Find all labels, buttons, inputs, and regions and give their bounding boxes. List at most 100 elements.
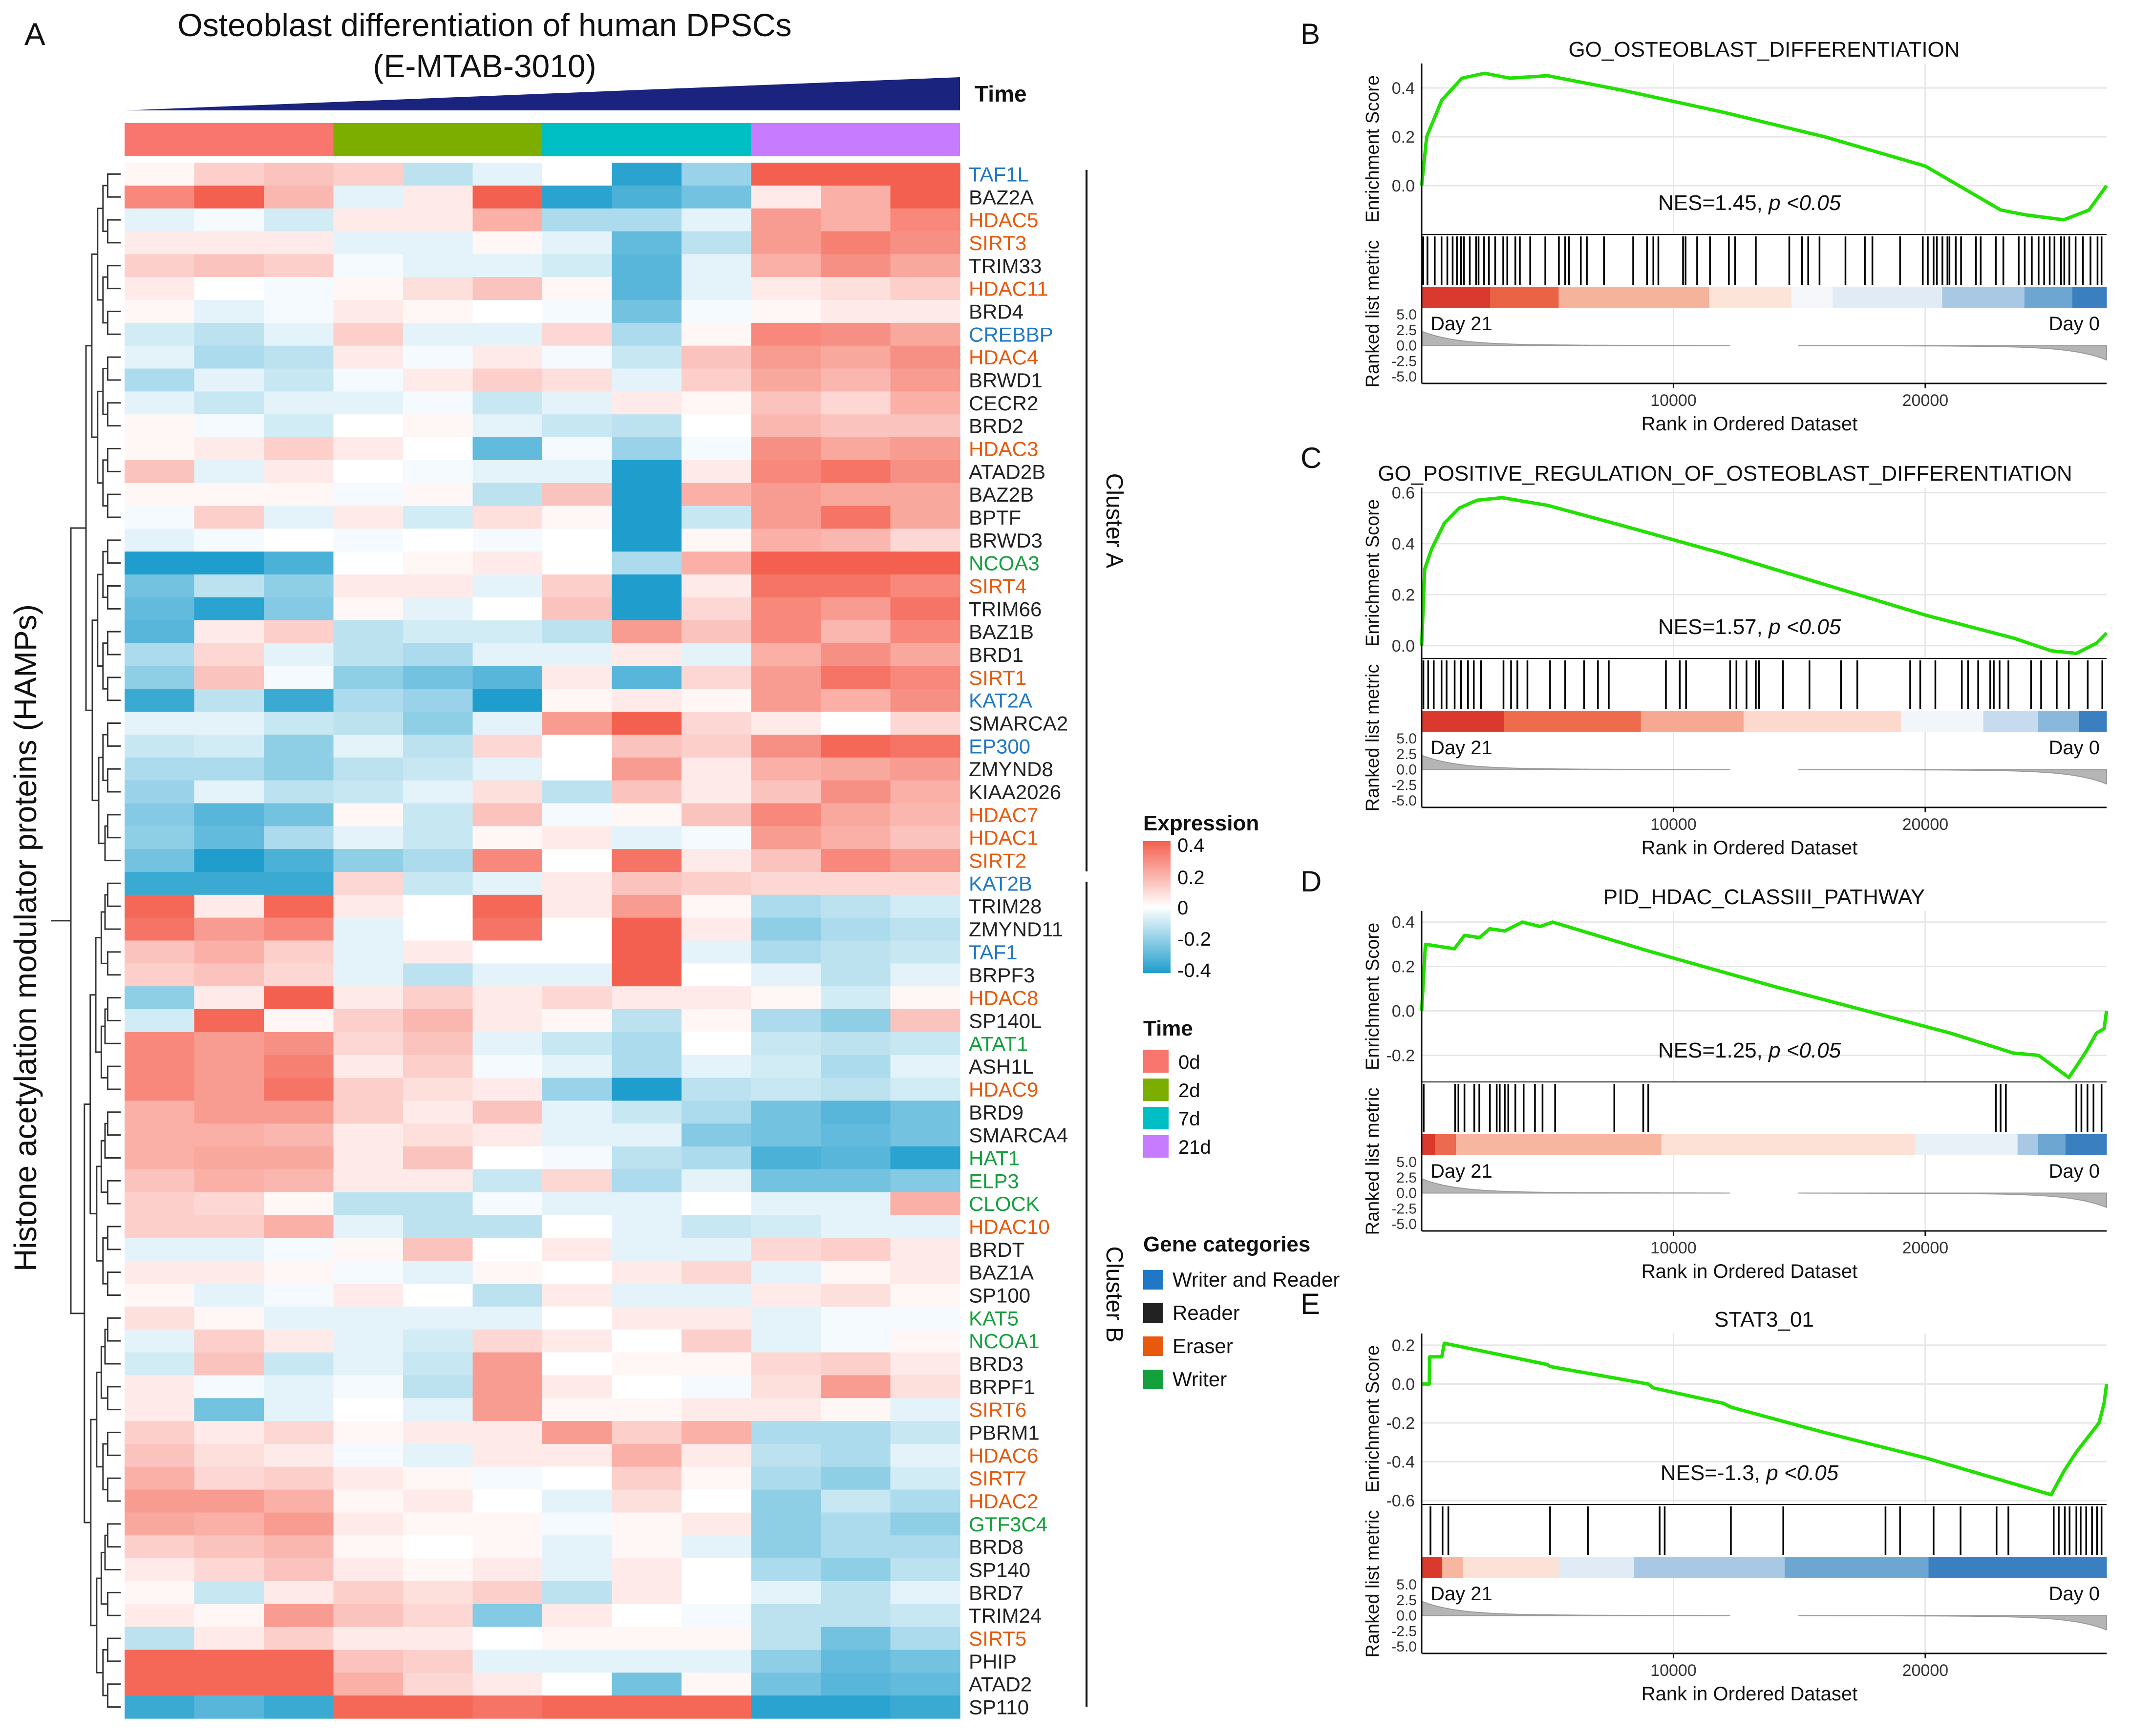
dendrogram-branch [102, 1443, 108, 1491]
heatmap-cell [682, 1078, 752, 1101]
heatmap-cell [542, 917, 613, 941]
heatmap-cell [125, 1306, 195, 1330]
heatmap-cell [612, 574, 682, 598]
heatmap-cell [125, 597, 195, 621]
heatmap-cell [194, 345, 264, 369]
heatmap-cell [194, 1489, 264, 1513]
heatmap-cell [682, 620, 752, 644]
heatmap-cell [125, 1581, 195, 1605]
heatmap-cell [682, 1421, 752, 1444]
heatmap-cell [333, 1512, 404, 1536]
heatmap-cell [542, 1375, 613, 1398]
heatmap-cell [403, 300, 473, 323]
gene-label: BRD3 [969, 1353, 1023, 1376]
heatmap-cell [264, 163, 334, 186]
time-triangle-label: Time [975, 81, 1027, 106]
heatmap-cell [333, 894, 404, 918]
heatmap-cell [682, 1146, 752, 1170]
heatmap-cell [403, 940, 473, 964]
heatmap-cell [403, 208, 473, 232]
panel-label-a: A [24, 17, 45, 52]
gene-label: CREBBP [969, 323, 1053, 346]
heatmap-cell [333, 1650, 404, 1673]
heatmap-cell [403, 1650, 473, 1673]
heatmap-cell [333, 689, 404, 712]
heatmap-cell [333, 803, 404, 826]
heatmap-cell [472, 414, 543, 438]
heatmap-cell [125, 208, 195, 232]
heatmap-cell [472, 643, 543, 667]
heatmap-cell [890, 300, 960, 323]
heatmap-cell [333, 1672, 404, 1696]
heatmap-cell [821, 300, 891, 323]
heatmap-cell [751, 231, 821, 254]
time-legend-swatch [1143, 1079, 1169, 1101]
heatmap-cell [890, 757, 960, 781]
heatmap-cell [333, 1627, 404, 1651]
heatmap-cell [751, 574, 821, 598]
rank-color-segment [1422, 711, 1504, 732]
heatmap-cell [472, 231, 543, 254]
heatmap-cell [751, 757, 821, 781]
heatmap-cell [821, 917, 891, 941]
heatmap-cell [125, 277, 195, 300]
heatmap-cell [264, 529, 334, 552]
heatmap-cell [890, 849, 960, 872]
heatmap-cell [194, 1604, 264, 1628]
gene-label: PHIP [969, 1650, 1017, 1673]
heatmap-cell [403, 803, 473, 826]
gene-label: ATAD2 [969, 1673, 1032, 1696]
heatmap-cell [821, 1329, 891, 1353]
gene-label: HDAC6 [969, 1444, 1038, 1467]
heatmap-cell [333, 1009, 404, 1033]
dendrogram-branch [107, 1523, 121, 1548]
heatmap-cell [612, 1398, 682, 1421]
heatmap-cell [472, 1672, 543, 1696]
heatmap-cell [751, 506, 821, 529]
gene-label: BRD1 [969, 643, 1023, 666]
heatmap-cell [125, 1466, 195, 1490]
gene-label: HDAC5 [969, 209, 1038, 232]
heatmap-cell [194, 643, 264, 667]
heatmap-cell [125, 917, 195, 941]
heatmap-cell [125, 712, 195, 735]
heatmap-cell [264, 986, 334, 1010]
heatmap-cell [751, 1238, 821, 1261]
heatmap-cell [333, 712, 404, 735]
heatmap-cell [890, 1672, 960, 1696]
heatmap-cell [472, 368, 543, 392]
heatmap-cells [125, 163, 960, 1719]
heatmap-cell [472, 185, 543, 209]
heatmap-cell [194, 1466, 264, 1490]
heatmap-cell [194, 460, 264, 484]
heatmap-cell [542, 1627, 613, 1651]
heatmap-cell [890, 322, 960, 346]
gene-label: SIRT5 [969, 1627, 1026, 1650]
heatmap-cell [264, 437, 334, 461]
heatmap-cell [751, 483, 821, 507]
expression-legend-title: Expression [1143, 811, 1259, 835]
heatmap-cell [264, 826, 334, 849]
heatmap-cell [890, 529, 960, 552]
heatmap-cell [264, 757, 334, 781]
heatmap-cell [125, 780, 195, 804]
heatmap-cell [890, 963, 960, 987]
heatmap-cell [751, 940, 821, 964]
heatmap-cell [194, 231, 264, 254]
heatmap-cell [264, 712, 334, 735]
heatmap-cell [264, 391, 334, 415]
heatmap-cell [125, 345, 195, 369]
heatmap-cell [403, 437, 473, 461]
time-group-block [125, 123, 334, 156]
heatmap-cell [682, 917, 752, 941]
dendrogram-branch [102, 276, 108, 324]
expression-tick-label: 0.2 [1177, 867, 1205, 889]
heatmap-cell [194, 940, 264, 964]
dendrogram-branch [107, 1683, 121, 1708]
heatmap-title-line1: Osteoblast differentiation of human DPSC… [177, 7, 791, 43]
x-tick-label: 10000 [1650, 391, 1697, 410]
heatmap-cell [682, 1306, 752, 1330]
gene-label: SP140L [969, 1009, 1042, 1032]
heatmap-cell [751, 529, 821, 552]
heatmap-cell [890, 1535, 960, 1559]
